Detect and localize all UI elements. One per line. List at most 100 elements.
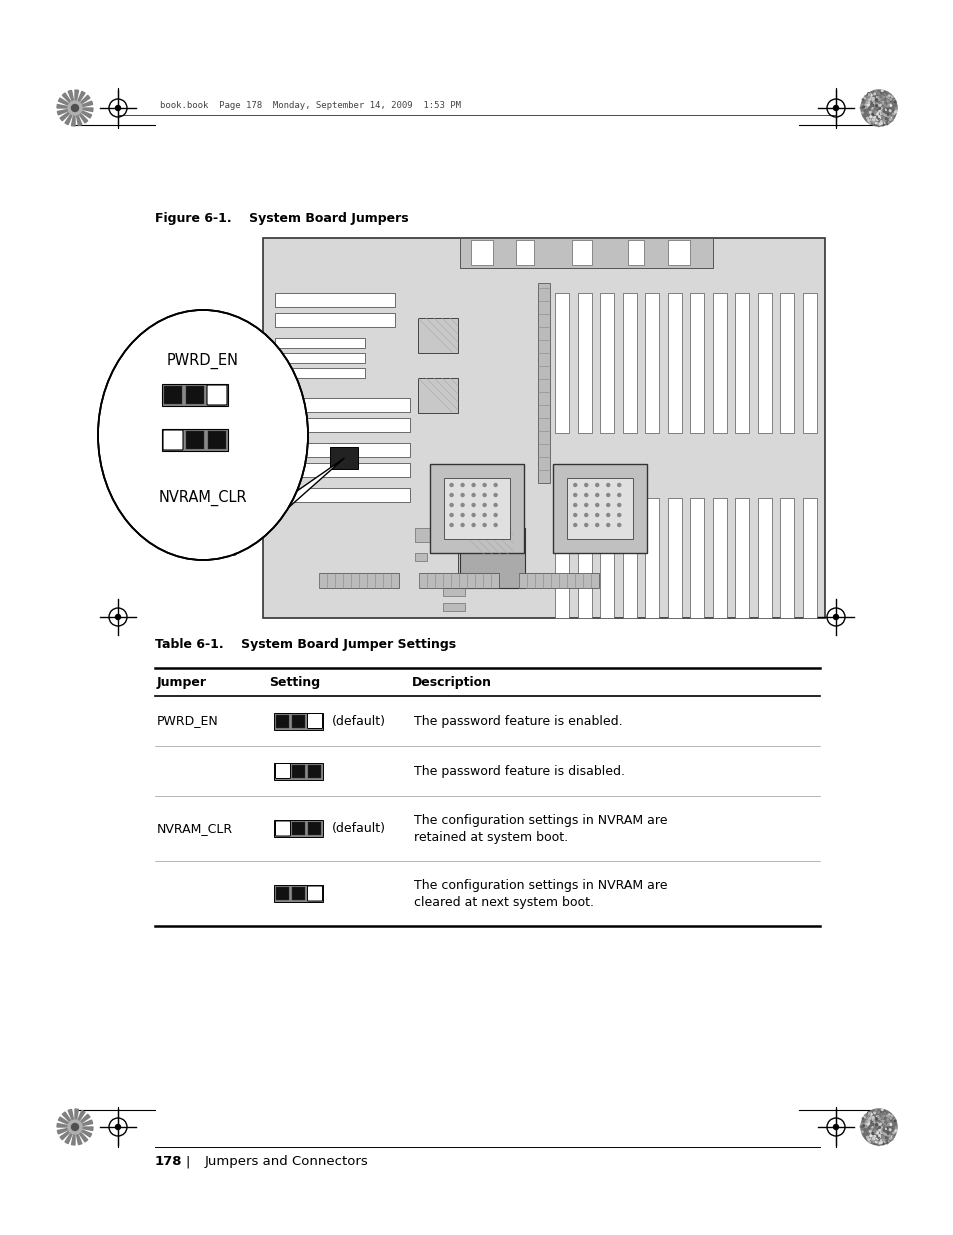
FancyBboxPatch shape xyxy=(442,588,464,597)
Circle shape xyxy=(869,1118,871,1119)
Circle shape xyxy=(893,100,895,103)
Circle shape xyxy=(871,120,872,122)
FancyBboxPatch shape xyxy=(457,529,513,578)
Circle shape xyxy=(865,1136,867,1137)
Circle shape xyxy=(875,1119,877,1121)
Circle shape xyxy=(889,100,891,101)
Circle shape xyxy=(878,124,879,125)
FancyBboxPatch shape xyxy=(275,763,291,778)
Circle shape xyxy=(882,1128,883,1129)
Circle shape xyxy=(874,114,876,115)
Circle shape xyxy=(450,483,453,487)
FancyBboxPatch shape xyxy=(801,293,816,433)
Circle shape xyxy=(878,100,880,103)
Circle shape xyxy=(868,111,870,114)
Circle shape xyxy=(573,494,577,496)
Circle shape xyxy=(884,104,886,105)
Circle shape xyxy=(876,1116,878,1118)
Circle shape xyxy=(872,1141,874,1142)
Circle shape xyxy=(878,1129,880,1131)
Circle shape xyxy=(880,107,882,109)
Circle shape xyxy=(869,106,870,107)
FancyBboxPatch shape xyxy=(274,312,395,327)
Circle shape xyxy=(881,100,882,101)
Circle shape xyxy=(886,1141,888,1142)
Polygon shape xyxy=(81,1120,92,1125)
Circle shape xyxy=(870,95,871,96)
Circle shape xyxy=(881,1119,882,1120)
Text: Figure 6-1.    System Board Jumpers: Figure 6-1. System Board Jumpers xyxy=(154,212,408,225)
Circle shape xyxy=(482,483,486,487)
FancyBboxPatch shape xyxy=(417,378,457,412)
Circle shape xyxy=(886,100,888,101)
Circle shape xyxy=(618,494,620,496)
Circle shape xyxy=(867,1139,868,1140)
Circle shape xyxy=(866,95,868,96)
Circle shape xyxy=(870,1126,872,1128)
Circle shape xyxy=(880,1125,882,1126)
Circle shape xyxy=(871,103,873,105)
Circle shape xyxy=(876,100,877,101)
Circle shape xyxy=(865,101,866,103)
FancyBboxPatch shape xyxy=(555,498,569,618)
FancyBboxPatch shape xyxy=(415,553,426,561)
Circle shape xyxy=(887,1114,889,1115)
Circle shape xyxy=(894,1126,896,1129)
Circle shape xyxy=(833,105,838,110)
Polygon shape xyxy=(206,550,233,555)
FancyBboxPatch shape xyxy=(667,240,689,266)
Circle shape xyxy=(883,1132,885,1134)
Circle shape xyxy=(882,94,883,95)
Circle shape xyxy=(878,1126,879,1128)
Circle shape xyxy=(879,1126,881,1128)
Circle shape xyxy=(873,1136,875,1139)
Circle shape xyxy=(886,115,888,117)
Circle shape xyxy=(883,105,884,106)
Circle shape xyxy=(879,1126,881,1128)
Circle shape xyxy=(876,106,878,109)
Circle shape xyxy=(875,106,877,107)
Circle shape xyxy=(882,1110,884,1113)
Circle shape xyxy=(871,1134,873,1135)
Circle shape xyxy=(870,105,872,106)
Circle shape xyxy=(877,107,879,109)
Circle shape xyxy=(862,1118,863,1119)
Circle shape xyxy=(864,103,866,104)
Circle shape xyxy=(882,1132,883,1134)
Circle shape xyxy=(878,1126,880,1129)
Text: NVRAM_CLR: NVRAM_CLR xyxy=(158,490,247,506)
Circle shape xyxy=(882,1137,884,1139)
Circle shape xyxy=(494,494,497,496)
Circle shape xyxy=(877,1134,879,1135)
Circle shape xyxy=(874,1130,876,1131)
Circle shape xyxy=(877,107,878,109)
Circle shape xyxy=(876,1126,878,1129)
FancyBboxPatch shape xyxy=(293,715,305,727)
Circle shape xyxy=(884,1131,885,1134)
Circle shape xyxy=(877,109,879,110)
FancyBboxPatch shape xyxy=(578,498,591,618)
Polygon shape xyxy=(205,458,344,555)
Circle shape xyxy=(888,1140,890,1141)
Circle shape xyxy=(606,514,609,516)
FancyBboxPatch shape xyxy=(553,464,646,553)
Circle shape xyxy=(871,1124,872,1126)
Circle shape xyxy=(874,124,876,126)
Circle shape xyxy=(889,99,891,100)
Circle shape xyxy=(877,1121,879,1123)
Circle shape xyxy=(873,1134,875,1135)
Circle shape xyxy=(871,99,873,100)
FancyBboxPatch shape xyxy=(735,293,748,433)
Circle shape xyxy=(883,1134,885,1135)
Circle shape xyxy=(875,112,877,114)
Circle shape xyxy=(874,1142,876,1145)
Circle shape xyxy=(875,1124,877,1125)
FancyBboxPatch shape xyxy=(163,430,183,450)
Circle shape xyxy=(886,1124,888,1125)
Circle shape xyxy=(878,1119,880,1121)
Circle shape xyxy=(867,100,869,101)
Text: Table 6-1.    System Board Jumper Settings: Table 6-1. System Board Jumper Settings xyxy=(154,638,456,651)
Circle shape xyxy=(885,99,887,101)
FancyBboxPatch shape xyxy=(162,429,228,451)
FancyBboxPatch shape xyxy=(274,398,410,412)
